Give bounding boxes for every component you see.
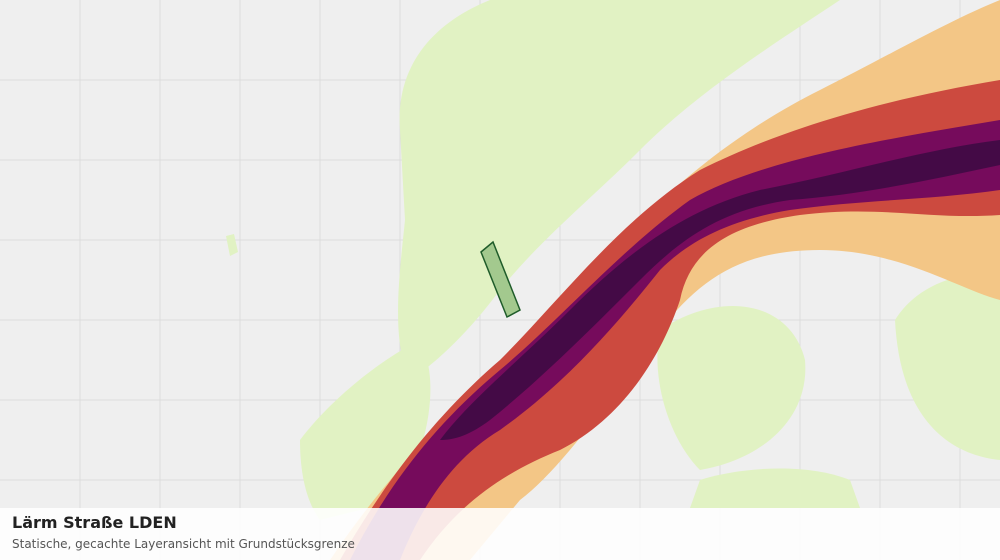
green-areas — [226, 0, 1000, 520]
layer-title: Lärm Straße LDEN — [12, 513, 177, 532]
layer-subtitle: Statische, gecachte Layeransicht mit Gru… — [12, 537, 355, 551]
caption-panel: Lärm Straße LDEN Statische, gecachte Lay… — [0, 508, 1000, 560]
noise-band-70 — [440, 140, 1000, 440]
parcel-boundary — [480, 240, 521, 319]
